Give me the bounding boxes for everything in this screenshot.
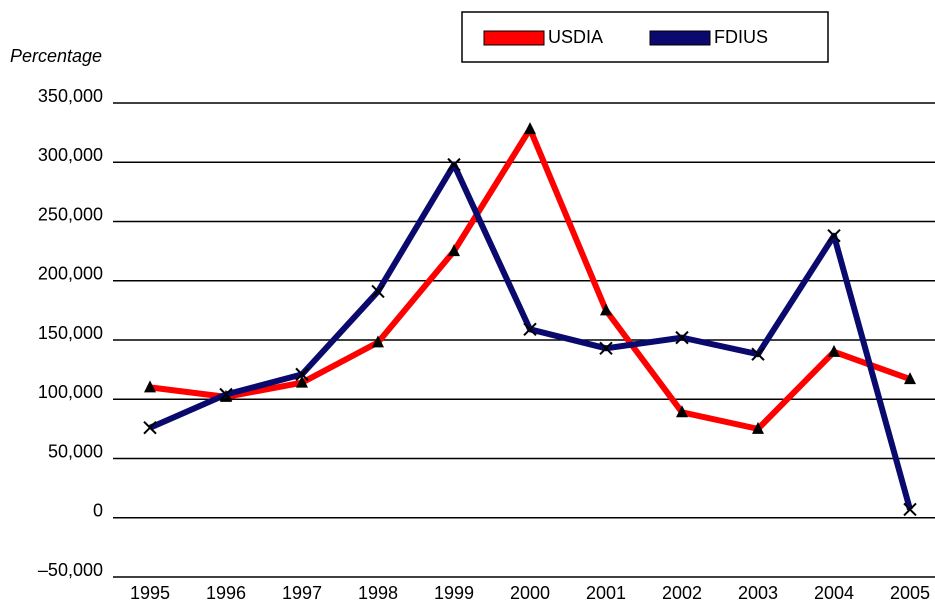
marker-x — [447, 157, 461, 172]
y-tick-label: 100,000 — [38, 382, 103, 402]
x-tick-label: 2003 — [738, 583, 778, 603]
marker-x — [827, 229, 841, 243]
marker-triangle — [828, 344, 840, 357]
y-tick-label: 250,000 — [38, 204, 103, 224]
legend-label: USDIA — [548, 27, 603, 47]
x-tick-label: 1995 — [130, 583, 170, 603]
x-tick-label: 2001 — [586, 583, 626, 603]
marker-x — [599, 341, 613, 356]
marker-x — [219, 387, 233, 402]
x-tick-label: 2002 — [662, 583, 702, 603]
marker-triangle — [752, 421, 764, 434]
marker-triangle — [372, 335, 384, 348]
legend-swatch — [483, 30, 545, 46]
x-tick-label: 1997 — [282, 583, 322, 603]
marker-triangle — [448, 244, 460, 257]
y-tick-label: 300,000 — [38, 145, 103, 165]
y-axis-label: Percentage — [10, 46, 102, 66]
marker-x — [295, 367, 309, 382]
marker-x — [903, 502, 917, 517]
y-tick-label: 0 — [93, 501, 103, 521]
marker-triangle — [600, 303, 612, 316]
y-tick-label: 200,000 — [38, 264, 103, 284]
x-tick-label: 1996 — [206, 583, 246, 603]
marker-x — [523, 322, 537, 337]
x-tick-label: 1998 — [358, 583, 398, 603]
marker-x — [371, 284, 385, 299]
marker-triangle — [144, 380, 156, 393]
marker-triangle — [676, 405, 688, 418]
series-line — [148, 161, 913, 511]
x-tick-label: 2000 — [510, 583, 550, 603]
x-tick-label: 1999 — [434, 583, 474, 603]
marker-x — [751, 347, 765, 361]
marker-triangle — [524, 122, 536, 135]
y-tick-label: 350,000 — [38, 86, 103, 106]
marker-triangle — [904, 372, 916, 385]
marker-x — [675, 330, 689, 345]
legend-label: FDIUS — [714, 27, 768, 47]
y-tick-label: 150,000 — [38, 323, 103, 343]
legend-swatch — [649, 30, 711, 46]
marker-triangle — [296, 375, 308, 388]
marker-x — [143, 420, 157, 435]
y-tick-label: –50,000 — [38, 560, 103, 580]
x-tick-label: 2005 — [890, 583, 930, 603]
x-tick-label: 2004 — [814, 583, 854, 603]
y-tick-label: 50,000 — [48, 441, 103, 461]
